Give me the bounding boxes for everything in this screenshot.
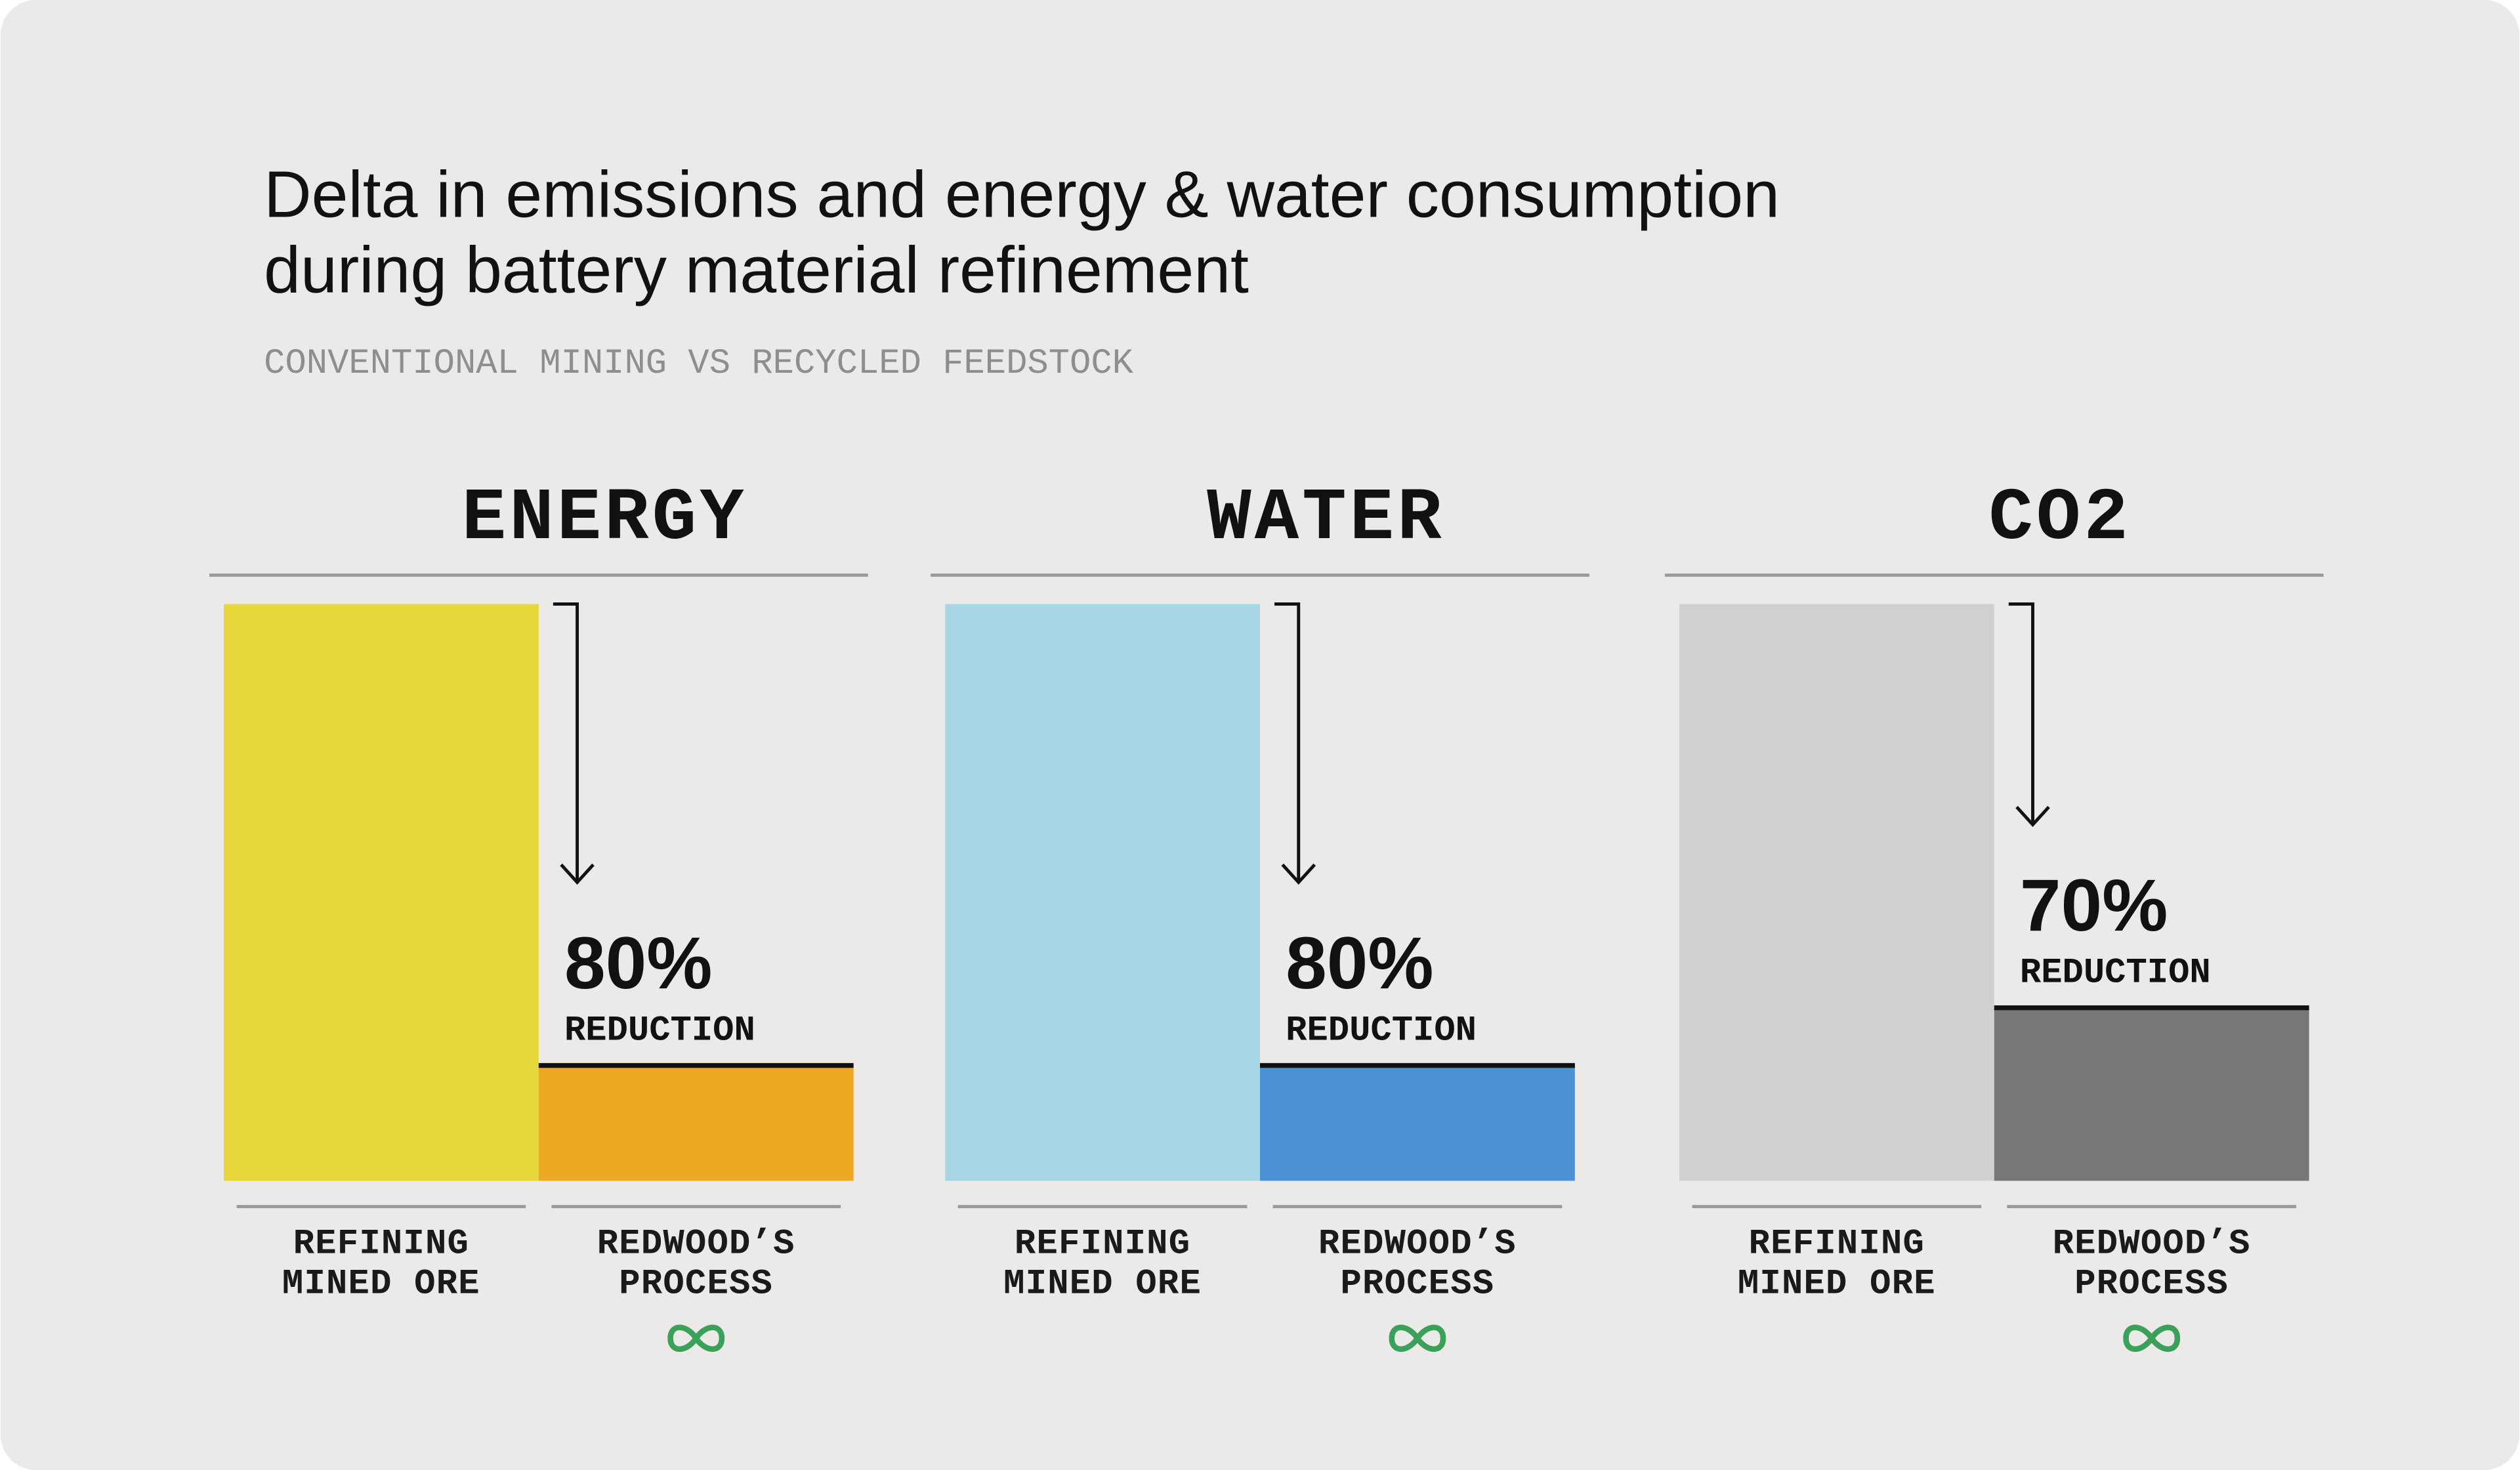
- infinity-icon: [1389, 1324, 1446, 1352]
- panel-title: ENERGY: [462, 476, 747, 560]
- category-box: REDWOOD’S PROCESS: [597, 1224, 795, 1305]
- bar: [1679, 604, 1994, 1181]
- reduction-text: REDUCTION: [2020, 954, 2211, 994]
- bar: [1994, 1007, 2309, 1181]
- bar: [223, 604, 539, 1181]
- category-box: REFINING MINED ORE: [1003, 1224, 1202, 1305]
- reduction-text: REDUCTION: [564, 1011, 755, 1051]
- category-label: REFINING MINED ORE: [282, 1224, 480, 1305]
- reduction-arrow: [2008, 602, 2050, 828]
- infinity-icon: [667, 1324, 725, 1352]
- reduction-value: 80%: [1286, 921, 1433, 1004]
- category-label: REDWOOD’S PROCESS: [2052, 1224, 2251, 1305]
- panel-title: CO2: [1988, 476, 2131, 560]
- category-label: REFINING MINED ORE: [1003, 1224, 1202, 1305]
- category-box: REFINING MINED ORE: [282, 1224, 480, 1305]
- category-box: REFINING MINED ORE: [1737, 1224, 1936, 1305]
- bar: [538, 1065, 854, 1181]
- bar: [945, 604, 1260, 1181]
- reduction-arrow: [1274, 602, 1316, 885]
- infinity-icon: [2123, 1324, 2181, 1352]
- chart-title: Delta in emissions and energy & water co…: [264, 157, 1780, 307]
- reduction-value: 70%: [2020, 864, 2168, 946]
- category-label: REFINING MINED ORE: [1737, 1224, 1936, 1305]
- category-box: REDWOOD’S PROCESS: [1318, 1224, 1517, 1305]
- category-label: REDWOOD’S PROCESS: [597, 1224, 795, 1305]
- category-label: REDWOOD’S PROCESS: [1318, 1224, 1517, 1305]
- reduction-value: 80%: [564, 921, 712, 1004]
- bar: [1260, 1065, 1575, 1181]
- subtitle: CONVENTIONAL MINING VS RECYCLED FEEDSTOC…: [264, 344, 1133, 384]
- reduction-text: REDUCTION: [1286, 1011, 1477, 1051]
- reduction-arrow: [553, 602, 595, 885]
- title-box: Delta in emissions and energy & water co…: [264, 157, 1780, 307]
- category-box: REDWOOD’S PROCESS: [2052, 1224, 2251, 1305]
- panel-title: WATER: [1207, 476, 1444, 560]
